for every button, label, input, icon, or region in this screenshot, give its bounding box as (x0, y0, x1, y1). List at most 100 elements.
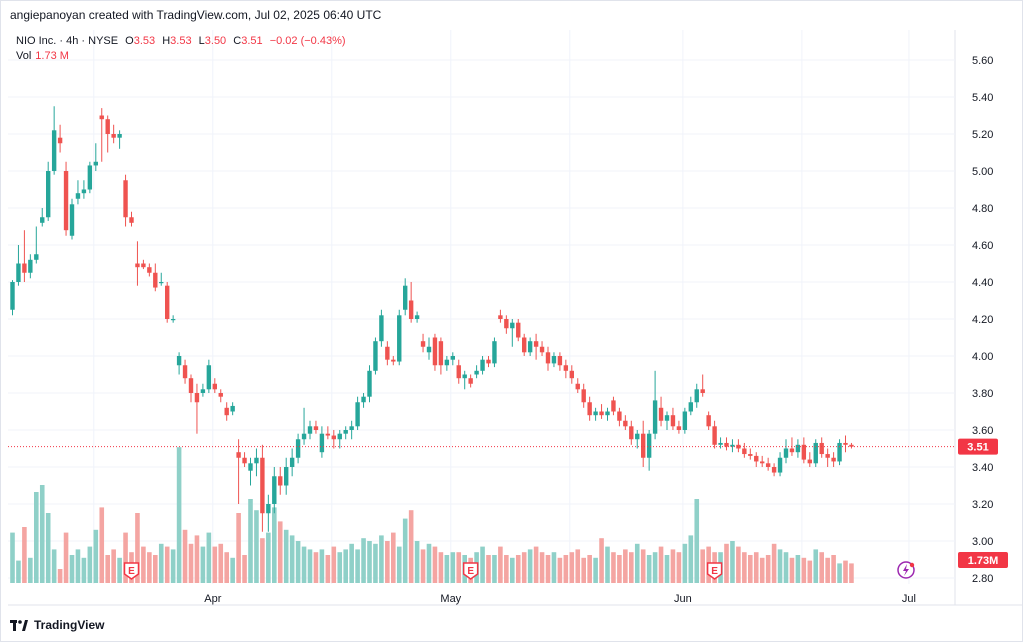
candle-body (682, 411, 688, 430)
candle (682, 407, 688, 434)
candle (349, 420, 354, 440)
candle-body (46, 171, 51, 218)
volume-bar (682, 543, 688, 583)
candle-body (450, 356, 455, 360)
volume-bar (444, 555, 450, 583)
candle-body (99, 115, 104, 120)
earnings-marker-icon[interactable]: E (123, 562, 140, 580)
y-tick-label: 2.80 (972, 573, 993, 585)
y-tick-label: 3.80 (972, 388, 993, 400)
earnings-marker-icon[interactable]: E (706, 562, 723, 580)
candle-body (545, 352, 551, 364)
candle-body (397, 315, 402, 362)
candle-body (307, 426, 313, 434)
candle-body (16, 263, 21, 282)
candle-body (349, 426, 354, 430)
volume-bar (617, 555, 622, 583)
earnings-marker-shape (123, 562, 140, 580)
symbol-name[interactable]: NIO Inc. · 4h · NYSE (16, 35, 119, 47)
candle (266, 494, 271, 532)
volume-bar (301, 546, 307, 583)
volume-bar (57, 569, 63, 583)
volume-bar (313, 552, 319, 583)
candle-body (456, 365, 461, 379)
earnings-marker-icon[interactable]: E (462, 562, 479, 580)
candle (188, 374, 194, 403)
volume-bar (230, 557, 235, 583)
volume-bar (260, 538, 265, 583)
volume-bar (688, 535, 694, 583)
volume-bar (765, 555, 771, 583)
candle-body (218, 393, 223, 397)
volume-bar (819, 552, 824, 583)
candle (533, 333, 539, 360)
volume-bar (581, 557, 586, 583)
candle (516, 319, 521, 342)
volume-bar (289, 535, 295, 583)
candle-body (105, 119, 110, 134)
candle-body (69, 204, 75, 236)
volume-bar (486, 555, 491, 583)
volume-bar (135, 513, 140, 583)
candle (301, 407, 307, 445)
earnings-marker-shape (462, 562, 479, 580)
candle-body (646, 433, 652, 458)
candle-body (93, 161, 98, 166)
candle (599, 404, 604, 419)
candle-body (807, 459, 812, 464)
candle-body (516, 322, 521, 338)
volume-bar (843, 560, 848, 583)
volume-bar (545, 555, 551, 583)
candle (212, 378, 217, 393)
volume-bars (10, 447, 854, 583)
volume-bar (831, 555, 836, 583)
candle-body (664, 415, 670, 421)
volume-bar (141, 546, 146, 583)
candle (432, 333, 438, 371)
volume-bar (646, 555, 652, 583)
candle (456, 359, 461, 384)
volume-bar (355, 549, 360, 583)
volume-bar (575, 549, 581, 583)
candle (646, 430, 652, 471)
y-tick-label: 4.40 (972, 277, 993, 289)
low-value: 3.50 (204, 35, 227, 47)
candle (159, 272, 164, 286)
candle (527, 337, 533, 356)
candle-body (147, 267, 152, 273)
candle (724, 437, 729, 451)
candle (34, 226, 39, 264)
candle-body (51, 130, 57, 171)
candle (313, 420, 319, 434)
candle (93, 143, 98, 171)
lightning-marker-icon[interactable] (897, 561, 915, 579)
candle (295, 433, 301, 464)
volume-bar (587, 555, 592, 583)
candle (260, 444, 265, 532)
volume-bar (111, 549, 116, 583)
candle-body (355, 402, 360, 427)
candle (486, 356, 491, 368)
volume-bar (783, 552, 789, 583)
candle (569, 365, 574, 384)
candle (141, 259, 146, 270)
footer-brand[interactable]: TradingView (10, 618, 104, 632)
y-tick-label: 3.00 (972, 536, 993, 548)
volume-bar (319, 549, 325, 583)
candle (783, 439, 789, 464)
candle-body (551, 356, 557, 364)
candle-body (617, 411, 622, 421)
volume-bar (789, 557, 795, 583)
candle (825, 448, 830, 467)
candle-body (718, 442, 723, 445)
candle-body (182, 365, 188, 379)
candle (629, 420, 634, 445)
volume-bar (599, 538, 604, 583)
candle-body (801, 444, 807, 460)
open-label: O (125, 35, 134, 47)
candle-body (206, 365, 212, 390)
candle-body (462, 374, 467, 379)
candle-body (694, 389, 699, 403)
candle-body (635, 433, 640, 440)
